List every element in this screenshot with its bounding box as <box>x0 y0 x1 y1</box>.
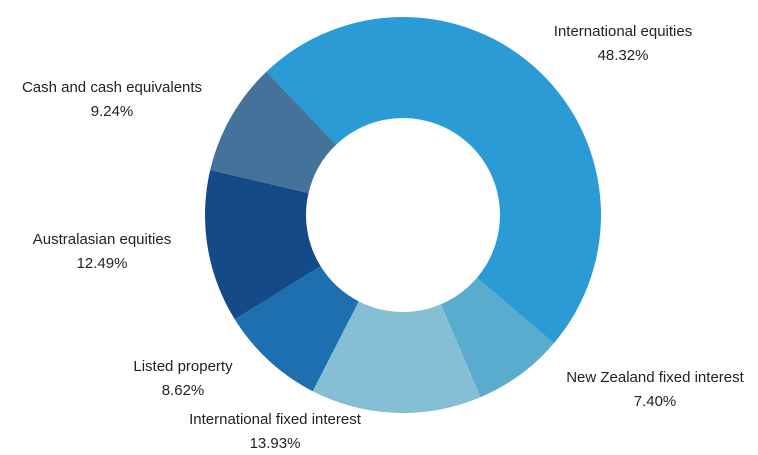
slice-label: Listed property <box>133 358 233 375</box>
slice-value-label: 48.32% <box>598 47 649 64</box>
slice-label: Australasian equities <box>33 231 171 248</box>
slice-label: New Zealand fixed interest <box>566 369 744 386</box>
slice-value-label: 7.40% <box>634 393 677 410</box>
slice-label: Cash and cash equivalents <box>22 79 202 96</box>
slice <box>312 301 481 413</box>
slice <box>234 266 359 392</box>
slice <box>205 170 321 320</box>
slice <box>440 277 554 398</box>
slice-label: International equities <box>554 23 692 40</box>
slice-value-label: 9.24% <box>91 103 134 120</box>
slice <box>210 71 337 193</box>
slice-label: International fixed interest <box>189 411 362 428</box>
slice-value-label: 13.93% <box>250 435 301 452</box>
slice-value-label: 12.49% <box>77 255 128 272</box>
slice-value-label: 8.62% <box>162 382 205 399</box>
slice <box>266 16 602 344</box>
